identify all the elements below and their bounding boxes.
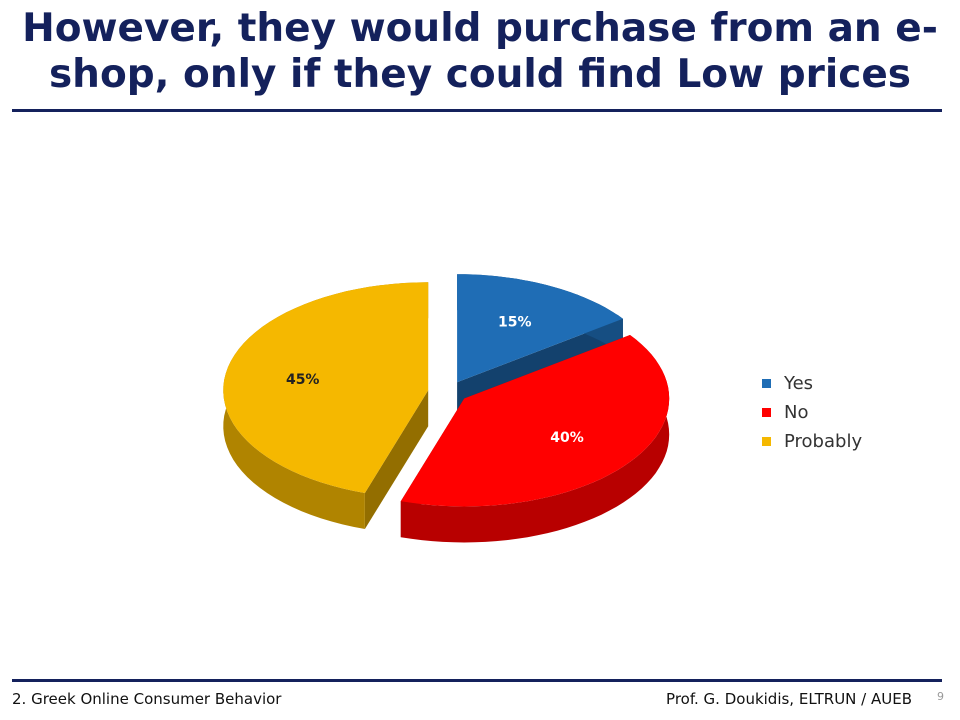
slide-title: However, they would purchase from an e-s… [22, 6, 938, 97]
slice [223, 282, 429, 493]
slice-cut-face [364, 390, 429, 529]
data-label: 15% [498, 315, 532, 331]
footer-left: 2. Greek Online Consumer Behavior [12, 690, 282, 708]
legend-label: Probably [784, 431, 862, 452]
page-number: 9 [937, 690, 944, 703]
data-label: 45% [286, 372, 320, 388]
slice-side [400, 335, 670, 543]
legend-swatch [762, 408, 771, 417]
slice [457, 274, 623, 383]
legend-swatch [762, 437, 771, 446]
slice [400, 335, 670, 507]
legend-label: Yes [783, 373, 813, 394]
legend-swatch [762, 379, 771, 388]
title-rule [12, 109, 942, 112]
data-label: 40% [550, 430, 584, 446]
chart: 15% 40% 45% Yes No Probably [223, 274, 862, 543]
footer-right: Prof. G. Doukidis, ELTRUN / AUEB [666, 690, 912, 708]
footer-rule [12, 679, 942, 682]
legend-label: No [784, 402, 808, 423]
